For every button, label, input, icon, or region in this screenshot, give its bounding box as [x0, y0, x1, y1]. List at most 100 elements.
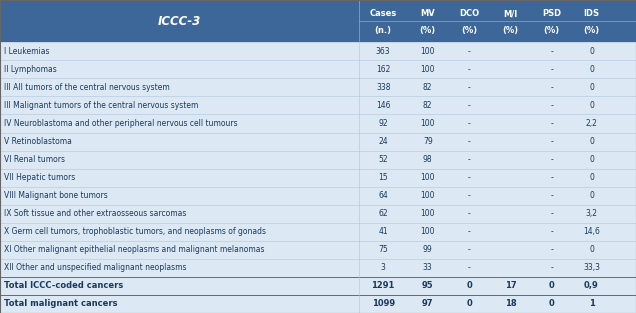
Text: 75: 75	[378, 245, 388, 254]
Bar	[0, 223, 636, 241]
Text: -: -	[467, 191, 471, 200]
Text: 0: 0	[589, 65, 594, 74]
Text: -: -	[467, 101, 471, 110]
Bar	[0, 132, 636, 151]
Text: -: -	[467, 137, 471, 146]
Bar	[0, 259, 636, 277]
Text: -: -	[550, 119, 553, 128]
Bar	[0, 241, 636, 259]
Text: ICCC-3: ICCC-3	[158, 15, 202, 28]
Text: 33: 33	[423, 263, 432, 272]
Text: -: -	[550, 155, 553, 164]
Text: -: -	[550, 191, 553, 200]
Text: III Malignant tumors of the central nervous system: III Malignant tumors of the central nerv…	[4, 101, 198, 110]
Text: -: -	[467, 155, 471, 164]
Text: -: -	[550, 65, 553, 74]
Bar	[0, 187, 636, 205]
Text: 0: 0	[589, 47, 594, 56]
Text: 41: 41	[378, 227, 388, 236]
Text: Total ICCC-coded cancers: Total ICCC-coded cancers	[4, 281, 123, 290]
Text: 0: 0	[589, 155, 594, 164]
Text: 99: 99	[423, 245, 432, 254]
Text: 52: 52	[378, 155, 388, 164]
Text: -: -	[550, 263, 553, 272]
Text: 82: 82	[423, 101, 432, 110]
Text: 1: 1	[588, 300, 595, 309]
Text: 2,2: 2,2	[586, 119, 597, 128]
Text: 363: 363	[376, 47, 391, 56]
Bar	[0, 60, 636, 78]
Text: (%): (%)	[502, 26, 518, 35]
Text: -: -	[550, 245, 553, 254]
Text: -: -	[467, 65, 471, 74]
Bar	[0, 151, 636, 169]
Bar	[0, 169, 636, 187]
Text: (%): (%)	[420, 26, 436, 35]
Text: PSD: PSD	[542, 9, 562, 18]
Text: 64: 64	[378, 191, 388, 200]
Text: (%): (%)	[461, 26, 477, 35]
Text: 162: 162	[376, 65, 391, 74]
Text: Total malignant cancers: Total malignant cancers	[4, 300, 117, 309]
Text: 3: 3	[381, 263, 385, 272]
Text: 95: 95	[422, 281, 434, 290]
Bar	[0, 96, 636, 115]
Text: -: -	[467, 119, 471, 128]
Text: 100: 100	[420, 227, 435, 236]
Text: VII Hepatic tumors: VII Hepatic tumors	[4, 173, 75, 182]
Text: VI Renal tumors: VI Renal tumors	[4, 155, 65, 164]
Text: -: -	[467, 173, 471, 182]
Text: 17: 17	[504, 281, 516, 290]
Text: X Germ cell tumors, trophoblastic tumors, and neoplasms of gonads: X Germ cell tumors, trophoblastic tumors…	[4, 227, 266, 236]
Text: -: -	[550, 101, 553, 110]
Text: IV Neuroblastoma and other peripheral nervous cell tumours: IV Neuroblastoma and other peripheral ne…	[4, 119, 237, 128]
Text: XII Other and unspecified malignant neoplasms: XII Other and unspecified malignant neop…	[4, 263, 186, 272]
Bar	[0, 0, 636, 42]
Text: (%): (%)	[544, 26, 560, 35]
Text: -: -	[467, 47, 471, 56]
Text: -: -	[550, 137, 553, 146]
Text: XI Other malignant epithelial neoplasms and malignant melanomas: XI Other malignant epithelial neoplasms …	[4, 245, 265, 254]
Text: 62: 62	[378, 209, 388, 218]
Text: 100: 100	[420, 65, 435, 74]
Text: 98: 98	[423, 155, 432, 164]
Text: II Lymphomas: II Lymphomas	[4, 65, 57, 74]
Text: 33,3: 33,3	[583, 263, 600, 272]
Text: 0: 0	[589, 191, 594, 200]
Text: 0: 0	[466, 300, 472, 309]
Text: -: -	[550, 173, 553, 182]
Text: 0,9: 0,9	[584, 281, 599, 290]
Bar	[0, 277, 636, 295]
Text: 79: 79	[423, 137, 432, 146]
Text: IDS: IDS	[583, 9, 600, 18]
Text: V Retinoblastoma: V Retinoblastoma	[4, 137, 72, 146]
Text: 1291: 1291	[371, 281, 395, 290]
Text: (n.): (n.)	[375, 26, 392, 35]
Text: M/I: M/I	[503, 9, 518, 18]
Text: VIII Malignant bone tumors: VIII Malignant bone tumors	[4, 191, 107, 200]
Text: 92: 92	[378, 119, 388, 128]
Text: 0: 0	[589, 245, 594, 254]
Text: 146: 146	[376, 101, 391, 110]
Text: 97: 97	[422, 300, 434, 309]
Text: 15: 15	[378, 173, 388, 182]
Text: 0: 0	[466, 281, 472, 290]
Bar	[0, 205, 636, 223]
Bar	[0, 78, 636, 96]
Text: (%): (%)	[583, 26, 600, 35]
Text: 338: 338	[376, 83, 391, 92]
Text: MV: MV	[420, 9, 435, 18]
Text: -: -	[467, 83, 471, 92]
Text: -: -	[550, 83, 553, 92]
Text: 0: 0	[589, 101, 594, 110]
Text: 0: 0	[589, 173, 594, 182]
Text: 0: 0	[549, 281, 555, 290]
Text: III All tumors of the central nervous system: III All tumors of the central nervous sy…	[4, 83, 170, 92]
Text: Cases: Cases	[370, 9, 397, 18]
Text: DCO: DCO	[459, 9, 479, 18]
Text: 100: 100	[420, 209, 435, 218]
Text: 0: 0	[549, 300, 555, 309]
Text: 0: 0	[589, 83, 594, 92]
Text: 0: 0	[589, 137, 594, 146]
Text: 82: 82	[423, 83, 432, 92]
